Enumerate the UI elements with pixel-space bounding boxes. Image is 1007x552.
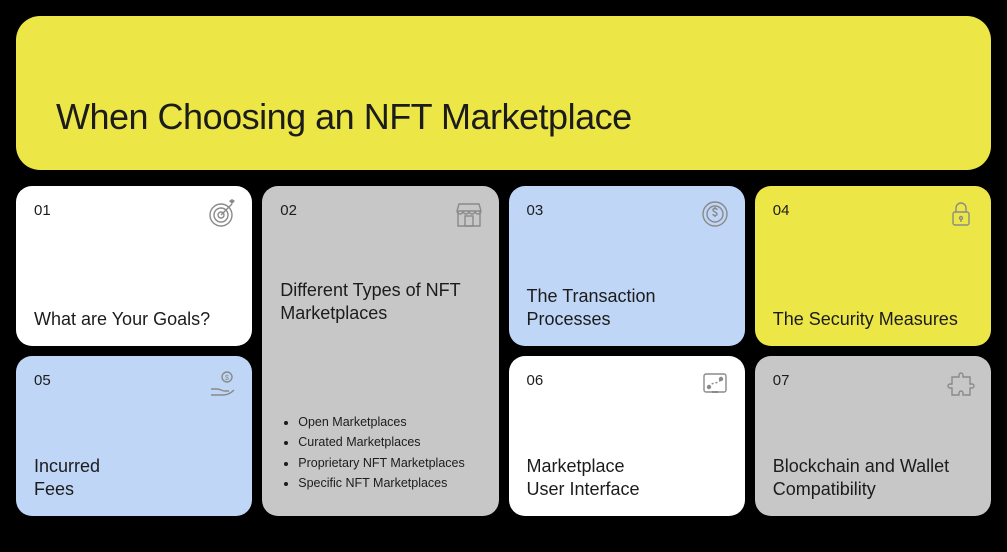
card-07: 07 Blockchain and Wallet Compatibility	[755, 356, 991, 516]
card-06: 06 Marketplace User Interface	[509, 356, 745, 516]
card-number: 07	[773, 372, 973, 389]
lock-icon	[945, 198, 977, 230]
subitem: Proprietary NFT Marketplaces	[298, 453, 480, 474]
card-number: 01	[34, 202, 234, 219]
card-05: 05 $ Incurred Fees	[16, 356, 252, 516]
hand-coin-icon: $	[206, 368, 238, 400]
card-title: Marketplace User Interface	[527, 455, 727, 500]
card-01: 01 What are Your Goals?	[16, 186, 252, 346]
subitem: Specific NFT Marketplaces	[298, 473, 480, 494]
card-title: Incurred Fees	[34, 455, 234, 500]
header-title: When Choosing an NFT Marketplace	[56, 96, 951, 138]
puzzle-icon	[945, 368, 977, 400]
header-banner: When Choosing an NFT Marketplace	[16, 16, 991, 170]
interface-icon	[699, 368, 731, 400]
card-subitems: Open MarketplacesCurated MarketplacesPro…	[280, 412, 480, 495]
card-number: 06	[527, 372, 727, 389]
cards-grid: 01 What are Your Goals?02 Different Type…	[16, 186, 991, 516]
card-02: 02 Different Types of NFT Marketplaces Op…	[262, 186, 498, 516]
storefront-icon	[453, 198, 485, 230]
coin-icon	[699, 198, 731, 230]
card-number: 05	[34, 372, 234, 389]
subitem: Curated Marketplaces	[298, 432, 480, 453]
card-title: What are Your Goals?	[34, 308, 234, 331]
card-04: 04 The Security Measures	[755, 186, 991, 346]
card-title: Blockchain and Wallet Compatibility	[773, 455, 973, 500]
card-number: 02	[280, 202, 480, 219]
card-number: 04	[773, 202, 973, 219]
target-icon	[206, 198, 238, 230]
subitem: Open Marketplaces	[298, 412, 480, 433]
card-number: 03	[527, 202, 727, 219]
card-title: The Security Measures	[773, 308, 973, 331]
card-title: Different Types of NFT Marketplaces	[280, 279, 480, 324]
svg-text:$: $	[225, 375, 229, 382]
card-title: The Transaction Processes	[527, 285, 727, 330]
card-03: 03 The Transaction Processes	[509, 186, 745, 346]
